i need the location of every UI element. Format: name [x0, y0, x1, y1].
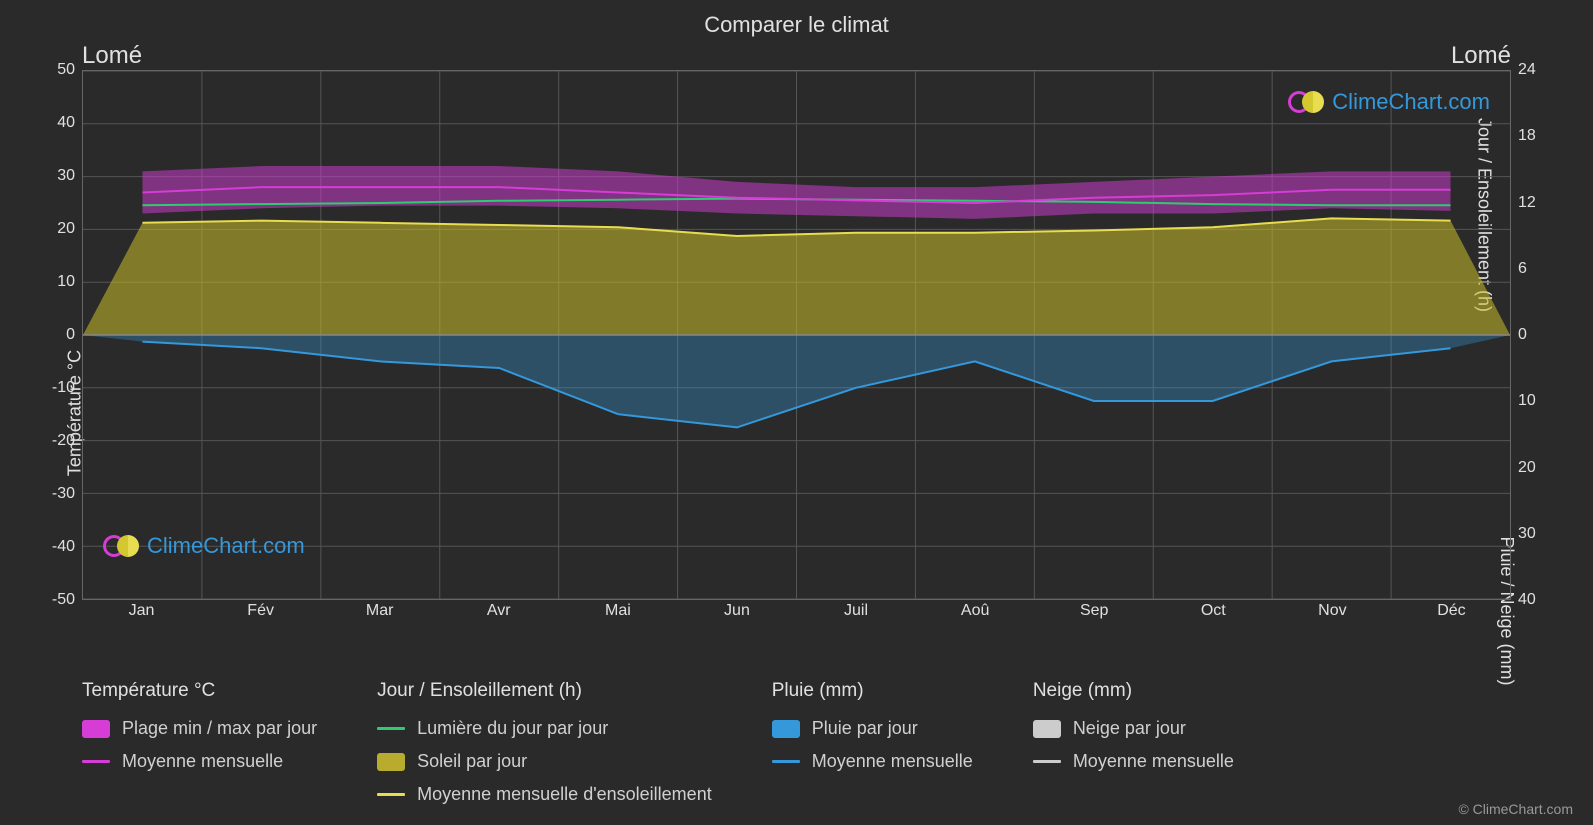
legend-swatch-icon	[1033, 720, 1061, 738]
legend-item: Plage min / max par jour	[82, 718, 317, 739]
x-tick: Aoû	[961, 602, 989, 620]
y-tick-left: 30	[57, 167, 75, 185]
legend-item: Moyenne mensuelle	[1033, 751, 1234, 772]
legend-item: Moyenne mensuelle	[82, 751, 317, 772]
legend-line-icon	[377, 727, 405, 730]
legend-column: Jour / Ensoleillement (h) Lumière du jour…	[377, 680, 712, 805]
y-tick-right: 24	[1518, 61, 1536, 79]
watermark-bottom: ClimeChart.com	[103, 533, 305, 559]
chart-plot-area: ClimeChart.com ClimeChart.com	[82, 70, 1511, 600]
x-tick: Jun	[724, 602, 750, 620]
watermark-logo-icon	[1288, 90, 1326, 114]
copyright-text: © ClimeChart.com	[1458, 801, 1573, 817]
watermark-logo-icon	[103, 534, 141, 558]
legend-label: Soleil par jour	[417, 751, 527, 772]
y-tick-right: 0	[1518, 326, 1527, 344]
x-tick: Mar	[366, 602, 394, 620]
y-tick-left: 40	[57, 114, 75, 132]
legend-header: Température °C	[82, 680, 317, 702]
legend-item: Lumière du jour par jour	[377, 718, 712, 739]
x-tick: Nov	[1318, 602, 1346, 620]
y-tick-right: 30	[1518, 525, 1536, 543]
legend-item: Moyenne mensuelle d'ensoleillement	[377, 784, 712, 805]
legend-header: Jour / Ensoleillement (h)	[377, 680, 712, 702]
x-tick: Jan	[129, 602, 155, 620]
y-tick-left: -30	[52, 485, 75, 503]
legend-item: Neige par jour	[1033, 718, 1234, 739]
chart-title: Comparer le climat	[0, 0, 1593, 46]
legend-column: Neige (mm) Neige par jour Moyenne mensuell…	[1033, 680, 1234, 805]
y-tick-left: -10	[52, 379, 75, 397]
legend-header: Pluie (mm)	[772, 680, 973, 702]
legend-column: Température °C Plage min / max par jour Mo…	[82, 680, 317, 805]
watermark-text: ClimeChart.com	[147, 533, 305, 559]
y-tick-right: 12	[1518, 194, 1536, 212]
watermark-top: ClimeChart.com	[1288, 89, 1490, 115]
x-tick: Fév	[247, 602, 274, 620]
y-tick-right: 20	[1518, 459, 1536, 477]
legend-swatch-icon	[377, 753, 405, 771]
legend-line-icon	[82, 760, 110, 763]
y-tick-left: 10	[57, 273, 75, 291]
x-tick: Avr	[487, 602, 511, 620]
legend-line-icon	[772, 760, 800, 763]
legend-label: Moyenne mensuelle	[1073, 751, 1234, 772]
y-axis-right: 2418126010203040	[1513, 70, 1553, 600]
y-tick-left: 50	[57, 61, 75, 79]
legend-label: Moyenne mensuelle d'ensoleillement	[417, 784, 712, 805]
legend-item: Pluie par jour	[772, 718, 973, 739]
legend-swatch-icon	[772, 720, 800, 738]
y-tick-left: 0	[66, 326, 75, 344]
legend-item: Soleil par jour	[377, 751, 712, 772]
legend-line-icon	[377, 793, 405, 796]
legend-item: Moyenne mensuelle	[772, 751, 973, 772]
city-label-left: Lomé	[82, 42, 142, 70]
legend-label: Neige par jour	[1073, 718, 1186, 739]
x-axis: Jan Fév Mar Avr Mai Jun Juil Aoû Sep Oct Nov Déc	[82, 600, 1511, 630]
sunshine-band	[83, 218, 1510, 335]
x-tick: Juil	[844, 602, 868, 620]
y-axis-left: 50403020100-10-20-30-40-50	[40, 70, 80, 600]
legend-line-icon	[1033, 760, 1061, 763]
y-tick-right: 18	[1518, 127, 1536, 145]
chart-svg	[83, 71, 1510, 599]
legend-label: Moyenne mensuelle	[122, 751, 283, 772]
legend-label: Plage min / max par jour	[122, 718, 317, 739]
legend-swatch-icon	[82, 720, 110, 738]
x-tick: Sep	[1080, 602, 1108, 620]
legend-label: Moyenne mensuelle	[812, 751, 973, 772]
y-tick-right: 6	[1518, 260, 1527, 278]
y-tick-left: 20	[57, 220, 75, 238]
y-tick-right: 10	[1518, 392, 1536, 410]
legend-label: Lumière du jour par jour	[417, 718, 608, 739]
y-tick-right: 40	[1518, 591, 1536, 609]
y-tick-left: -20	[52, 432, 75, 450]
legend-column: Pluie (mm) Pluie par jour Moyenne mensuell…	[772, 680, 973, 805]
watermark-text: ClimeChart.com	[1332, 89, 1490, 115]
legend-label: Pluie par jour	[812, 718, 918, 739]
legend-section: Température °C Plage min / max par jour Mo…	[82, 680, 1511, 805]
city-label-right: Lomé	[1451, 42, 1511, 70]
y-tick-left: -50	[52, 591, 75, 609]
y-tick-left: -40	[52, 538, 75, 556]
x-tick: Mai	[605, 602, 631, 620]
legend-header: Neige (mm)	[1033, 680, 1234, 702]
x-tick: Déc	[1437, 602, 1465, 620]
x-tick: Oct	[1201, 602, 1226, 620]
